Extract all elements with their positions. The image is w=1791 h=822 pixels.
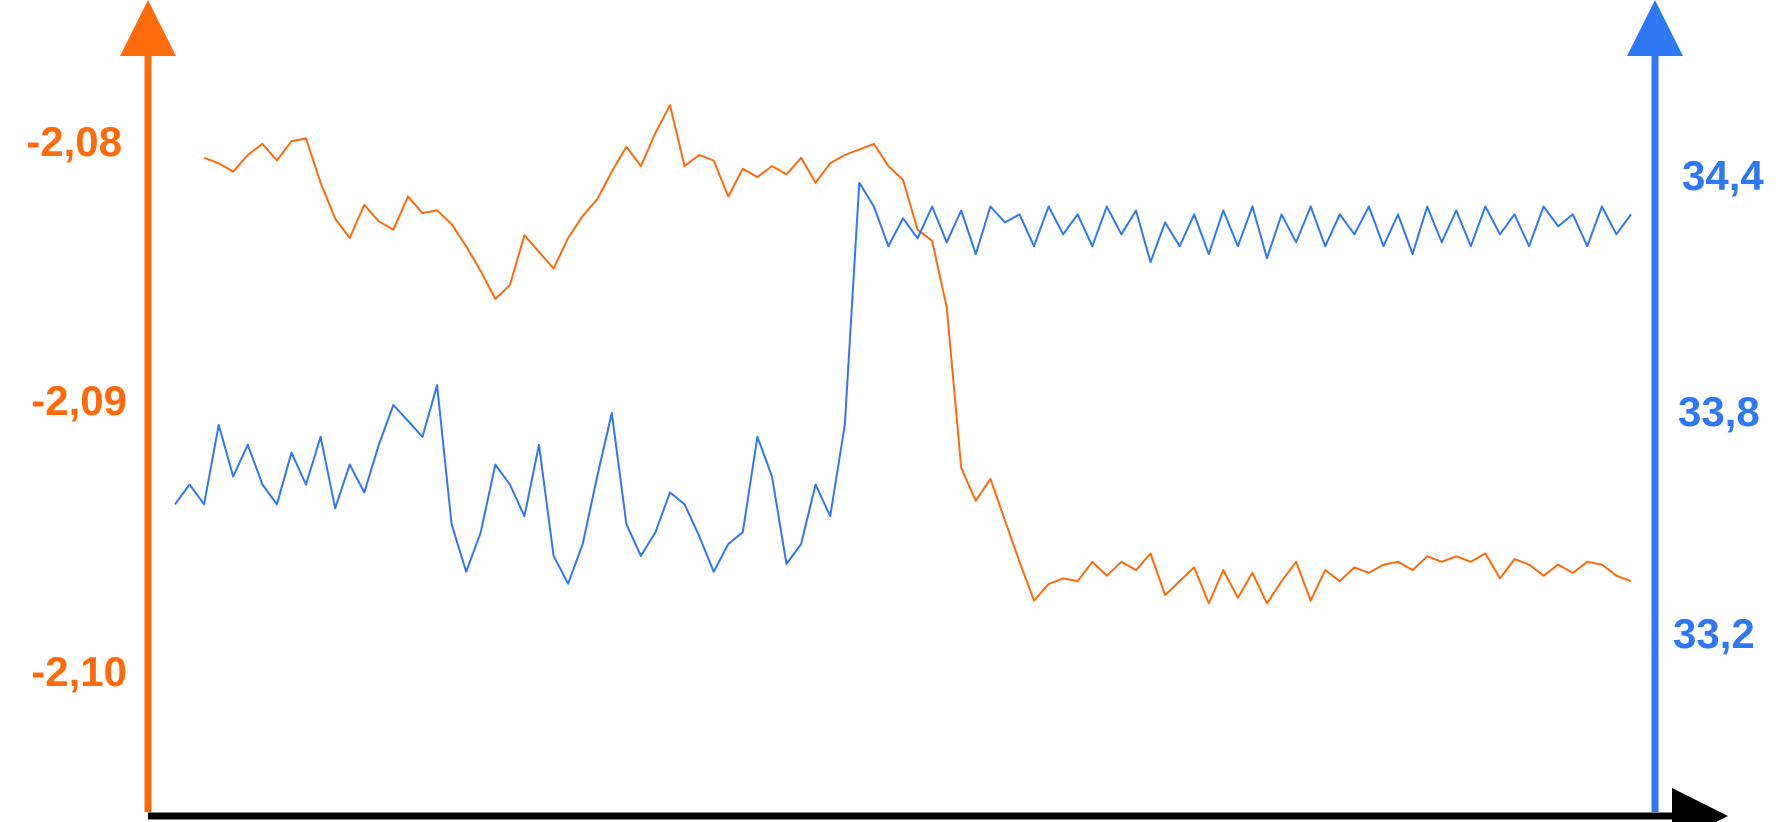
orange-series-line bbox=[203, 104, 1632, 605]
right-tick-label: 33,8 bbox=[1678, 388, 1760, 435]
left-tick-label: -2,08 bbox=[26, 118, 122, 165]
blue-series-line bbox=[174, 181, 1632, 585]
right-tick-label: 34,4 bbox=[1682, 152, 1764, 199]
right-tick-label: 33,2 bbox=[1673, 610, 1755, 657]
right-tick-labels: 34,4 33,8 33,2 bbox=[1673, 152, 1764, 657]
left-tick-label: -2,10 bbox=[31, 648, 127, 695]
left-tick-label: -2,09 bbox=[31, 377, 127, 424]
left-tick-labels: -2,08 -2,09 -2,10 bbox=[26, 118, 127, 695]
series-layer bbox=[174, 104, 1632, 605]
